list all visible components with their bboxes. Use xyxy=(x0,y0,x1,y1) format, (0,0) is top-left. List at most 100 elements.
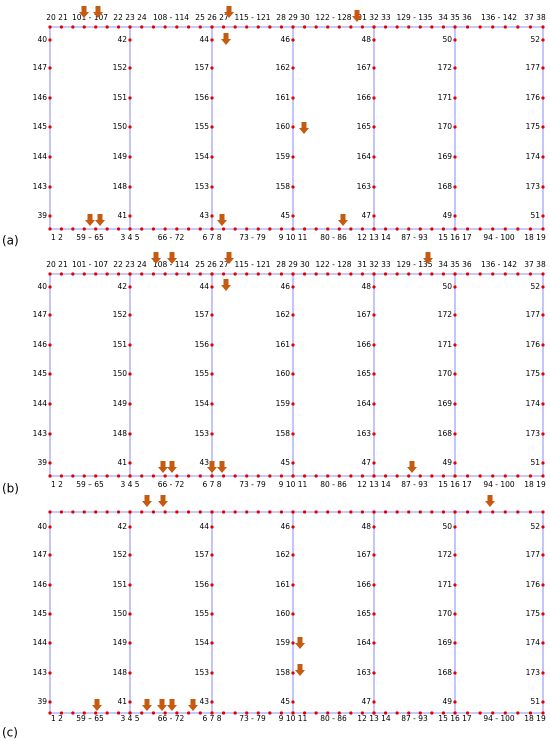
node xyxy=(383,711,388,715)
node xyxy=(441,711,446,715)
node xyxy=(360,474,365,478)
node-label: 146 xyxy=(33,580,48,589)
top-label: 129 - 135 xyxy=(396,13,432,22)
node xyxy=(541,343,545,347)
node-label: 150 xyxy=(113,122,128,131)
load-arrow xyxy=(423,252,433,264)
node xyxy=(337,510,341,514)
node-label: 44 xyxy=(199,282,209,291)
bottom-label: 80 - 86 xyxy=(320,714,347,723)
load-arrow xyxy=(79,6,89,18)
node xyxy=(245,510,249,514)
node xyxy=(221,474,226,478)
node-label: 152 xyxy=(113,63,128,72)
node xyxy=(59,272,64,276)
node-label: 171 xyxy=(438,580,453,589)
node xyxy=(360,272,365,276)
node xyxy=(128,38,132,42)
node-label: 146 xyxy=(33,93,48,102)
node xyxy=(337,25,341,29)
node xyxy=(128,700,132,704)
node xyxy=(163,510,167,514)
node xyxy=(360,227,365,231)
load-arrow xyxy=(95,214,105,226)
node-label: 41 xyxy=(117,211,127,220)
node xyxy=(453,700,457,704)
node xyxy=(59,25,64,29)
bottom-label: 12 13 14 xyxy=(357,233,391,242)
node xyxy=(430,474,434,478)
node xyxy=(94,227,98,231)
node xyxy=(116,474,121,478)
node xyxy=(503,711,507,715)
bottom-label: 9 10 11 xyxy=(279,714,308,723)
node xyxy=(541,272,545,276)
node-label: 155 xyxy=(195,122,210,131)
node xyxy=(291,372,295,376)
bottom-label: 59 – 65 xyxy=(76,233,104,242)
node xyxy=(210,38,214,42)
node xyxy=(256,227,260,231)
node xyxy=(372,185,376,189)
node xyxy=(71,474,75,478)
node xyxy=(541,155,545,159)
node xyxy=(372,285,376,289)
node xyxy=(383,227,388,231)
bottom-label: 73 - 79 xyxy=(239,233,266,242)
node xyxy=(453,612,457,616)
node-label: 145 xyxy=(33,369,48,378)
node-label: 154 xyxy=(195,152,210,161)
node-label: 52 xyxy=(530,35,540,44)
node-label: 148 xyxy=(113,182,128,191)
node-label: 44 xyxy=(199,522,209,531)
node xyxy=(528,474,533,478)
node xyxy=(291,96,295,100)
node-label: 42 xyxy=(117,282,127,291)
node xyxy=(541,641,545,645)
node xyxy=(128,612,132,616)
node xyxy=(372,612,376,616)
node-label: 156 xyxy=(195,340,210,349)
node-label: 46 xyxy=(280,35,290,44)
node-label: 173 xyxy=(526,182,541,191)
node-label: 157 xyxy=(195,310,210,319)
node-label: 39 xyxy=(37,697,47,706)
node xyxy=(360,25,365,29)
node xyxy=(395,272,399,276)
node-label: 175 xyxy=(526,609,541,618)
node xyxy=(48,125,52,129)
node xyxy=(128,155,132,159)
node-label: 51 xyxy=(530,697,540,706)
node-label: 163 xyxy=(357,668,372,677)
node-label: 157 xyxy=(195,550,210,559)
node xyxy=(541,461,545,465)
node xyxy=(128,553,132,557)
node xyxy=(210,155,214,159)
node xyxy=(128,461,132,465)
node xyxy=(48,66,52,70)
node-label: 168 xyxy=(438,668,453,677)
node-label: 49 xyxy=(442,458,452,467)
node xyxy=(48,553,52,557)
node xyxy=(395,227,399,231)
node xyxy=(314,474,318,478)
node xyxy=(210,343,214,347)
node xyxy=(418,272,422,276)
bottom-label: 6 7 8 xyxy=(202,233,221,242)
node-label: 50 xyxy=(442,35,452,44)
node-label: 40 xyxy=(37,522,47,531)
node xyxy=(291,641,295,645)
node xyxy=(268,510,272,514)
node xyxy=(291,432,295,436)
node xyxy=(186,272,191,276)
node xyxy=(291,700,295,704)
node-label: 144 xyxy=(33,152,48,161)
node xyxy=(541,313,545,317)
node xyxy=(128,711,132,715)
panel-label: (a) xyxy=(2,234,19,248)
node-label: 164 xyxy=(357,638,372,647)
node-label: 149 xyxy=(113,399,128,408)
node xyxy=(465,227,470,231)
node xyxy=(291,474,295,478)
